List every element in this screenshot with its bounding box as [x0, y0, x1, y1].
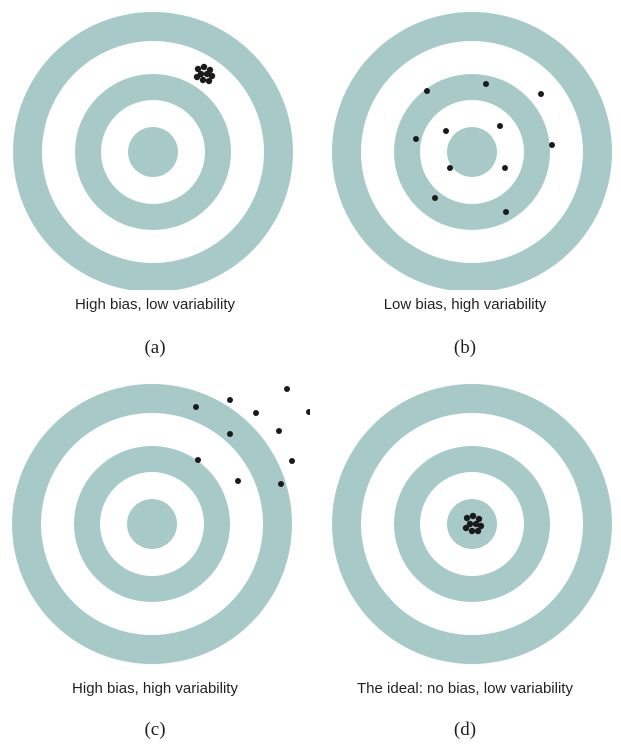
shot-dot [477, 522, 485, 530]
label-c: (c) [144, 719, 166, 740]
shot-dot [475, 515, 483, 523]
target-rings [12, 384, 292, 664]
target-a [13, 12, 293, 290]
shot-dot [193, 404, 199, 410]
shot-dot [432, 195, 438, 201]
caption-d: The ideal: no bias, low variability [357, 680, 573, 697]
shot-dot [474, 527, 482, 535]
label-b: (b) [453, 337, 477, 358]
shot-dot [199, 76, 207, 84]
shot-dot [466, 520, 474, 528]
shot-dot [413, 136, 419, 142]
shot-dot [443, 128, 449, 134]
target-rings [332, 12, 612, 290]
shot-dot [208, 72, 216, 80]
caption-a: High bias, low variability [74, 296, 236, 313]
shot-dot [468, 527, 476, 535]
shot-scatter [413, 81, 555, 215]
shot-dot [278, 481, 284, 487]
shot-dot [463, 514, 471, 522]
shot-dot [205, 77, 213, 85]
shot-dot [447, 165, 453, 171]
caption-c: High bias, high variability [72, 680, 238, 697]
panel-b: Low bias, high variability (b) [310, 0, 620, 376]
shot-dot [472, 520, 480, 528]
label-d: (d) [453, 719, 477, 740]
bullseye [447, 127, 497, 177]
bullseye [127, 499, 177, 549]
target-b [332, 12, 612, 290]
bullseye [128, 127, 178, 177]
shot-dot [227, 431, 233, 437]
shot-dot [483, 81, 489, 87]
label-a: (a) [144, 337, 166, 358]
panel-a: High bias, low variability (a) [0, 0, 310, 376]
shot-dot [503, 209, 509, 215]
shot-dot [203, 70, 211, 78]
shot-dot [195, 457, 201, 463]
shot-scatter [193, 386, 310, 487]
shot-dot [469, 512, 477, 520]
shot-dot [549, 142, 555, 148]
target-rings [13, 12, 293, 290]
shot-dot [276, 428, 282, 434]
shot-dot [193, 73, 201, 81]
shot-dot [538, 91, 544, 97]
shot-dot [462, 524, 470, 532]
shot-dot [284, 386, 290, 392]
caption-b: Low bias, high variability [383, 296, 547, 313]
shot-dot [306, 409, 310, 415]
panel-c: High bias, high variability (c) [0, 376, 310, 753]
shot-dot [502, 165, 508, 171]
target-c [12, 384, 310, 664]
shot-dot [289, 458, 295, 464]
shot-cluster [193, 63, 216, 85]
shot-dot [497, 123, 503, 129]
shot-dot [235, 478, 241, 484]
shot-dot [194, 65, 202, 73]
shot-dot [424, 88, 430, 94]
shot-cluster [462, 512, 485, 535]
shot-dot [253, 410, 259, 416]
panel-d: The ideal: no bias, low variability (d) [310, 376, 620, 753]
shot-dot [227, 397, 233, 403]
target-d [332, 384, 612, 664]
shot-dot [200, 63, 208, 71]
